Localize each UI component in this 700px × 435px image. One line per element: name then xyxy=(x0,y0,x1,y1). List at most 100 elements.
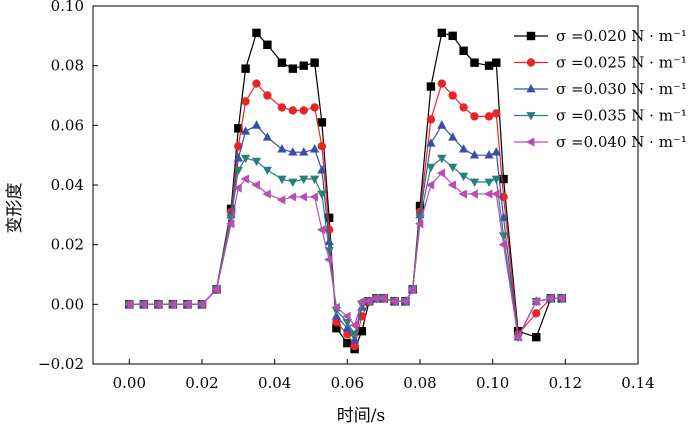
series-layer xyxy=(124,28,567,354)
data-point xyxy=(233,153,243,162)
series-line xyxy=(129,157,562,340)
data-point xyxy=(309,192,318,202)
data-point xyxy=(226,219,235,229)
legend-label: σ =0.025 N · m⁻¹ xyxy=(556,54,687,72)
data-point xyxy=(233,183,242,193)
data-point xyxy=(342,311,351,321)
data-point xyxy=(342,318,352,328)
data-point xyxy=(251,180,260,190)
data-point xyxy=(233,166,243,176)
data-point xyxy=(469,150,480,159)
data-point xyxy=(299,175,309,185)
data-point xyxy=(317,190,327,199)
legend-entry-4: σ =0.035 N · m⁻¹ xyxy=(514,107,687,125)
data-point xyxy=(448,31,457,41)
data-point xyxy=(277,58,287,67)
legend-entry-1: σ =0.020 N · m⁻¹ xyxy=(514,27,687,45)
data-point xyxy=(196,299,206,309)
data-point xyxy=(532,309,541,318)
legend-marker xyxy=(526,112,536,121)
data-point xyxy=(448,91,457,100)
series-line xyxy=(129,172,562,340)
y-tick-label: 0.02 xyxy=(51,236,84,254)
x-tick-label: 0.08 xyxy=(403,374,436,392)
data-point xyxy=(317,142,327,151)
data-point xyxy=(356,296,366,306)
data-point xyxy=(556,293,566,303)
data-point xyxy=(310,175,320,185)
data-point xyxy=(262,189,271,199)
data-point xyxy=(357,326,367,336)
data-point xyxy=(332,318,341,327)
data-point xyxy=(262,166,273,176)
data-point xyxy=(426,163,436,173)
data-point xyxy=(498,240,507,250)
data-point xyxy=(317,165,327,174)
data-point xyxy=(310,144,320,153)
data-point xyxy=(459,103,468,112)
data-point xyxy=(241,97,250,106)
data-point xyxy=(299,106,308,115)
data-point xyxy=(324,213,334,223)
data-point xyxy=(484,178,494,188)
data-point xyxy=(124,299,133,309)
data-point xyxy=(252,79,261,88)
data-point xyxy=(415,201,425,211)
data-point xyxy=(448,163,458,173)
data-point xyxy=(226,214,236,223)
data-point xyxy=(288,106,298,115)
data-point xyxy=(426,115,436,124)
x-tick-label: 0.04 xyxy=(258,374,291,392)
data-point xyxy=(288,64,298,73)
data-point xyxy=(491,189,500,199)
data-point xyxy=(277,144,287,153)
series-5 xyxy=(124,168,566,342)
data-point xyxy=(378,293,388,303)
data-point xyxy=(447,180,457,190)
axes: 0.00 0.02 0.04 0.06 0.08 0.10 0.12 0.14 −0.02 0.0… xyxy=(38,0,655,392)
legend-marker xyxy=(525,137,535,147)
data-point xyxy=(458,189,467,199)
data-point xyxy=(182,299,191,309)
data-point xyxy=(491,147,501,156)
data-point xyxy=(400,296,409,306)
data-point xyxy=(513,332,522,342)
data-point xyxy=(545,293,555,303)
data-point xyxy=(437,120,447,129)
y-tick-label: 0.00 xyxy=(51,295,84,313)
data-point xyxy=(277,175,287,185)
data-point xyxy=(436,168,446,178)
data-point xyxy=(531,296,540,306)
legend-marker xyxy=(526,31,536,41)
x-tick-label: 0.02 xyxy=(185,374,218,392)
x-tick-label: 0.06 xyxy=(331,374,364,392)
x-tick-label: 0.12 xyxy=(549,374,582,392)
data-point xyxy=(240,154,251,164)
data-point xyxy=(251,120,262,129)
data-point xyxy=(499,174,508,184)
data-point xyxy=(310,58,319,67)
data-point xyxy=(317,118,327,127)
data-point xyxy=(448,132,458,141)
data-point xyxy=(407,284,417,295)
data-point xyxy=(211,284,220,295)
data-point xyxy=(316,225,326,235)
data-point xyxy=(371,293,380,303)
data-point xyxy=(331,311,342,320)
y-tick-label: −0.02 xyxy=(38,355,84,373)
data-point xyxy=(298,192,308,202)
x-axis-title: 时间/s xyxy=(337,406,385,426)
data-point xyxy=(167,299,177,309)
legend-entry-5: σ =0.040 N · m⁻¹ xyxy=(514,133,687,151)
data-point xyxy=(470,58,479,67)
data-point xyxy=(437,154,447,164)
data-point xyxy=(459,46,468,55)
y-tick-label: 0.04 xyxy=(51,176,84,194)
legend-label: σ =0.030 N · m⁻¹ xyxy=(556,80,687,98)
data-point xyxy=(349,335,360,344)
data-point xyxy=(252,28,261,38)
data-point xyxy=(469,189,478,199)
data-point xyxy=(414,219,424,229)
